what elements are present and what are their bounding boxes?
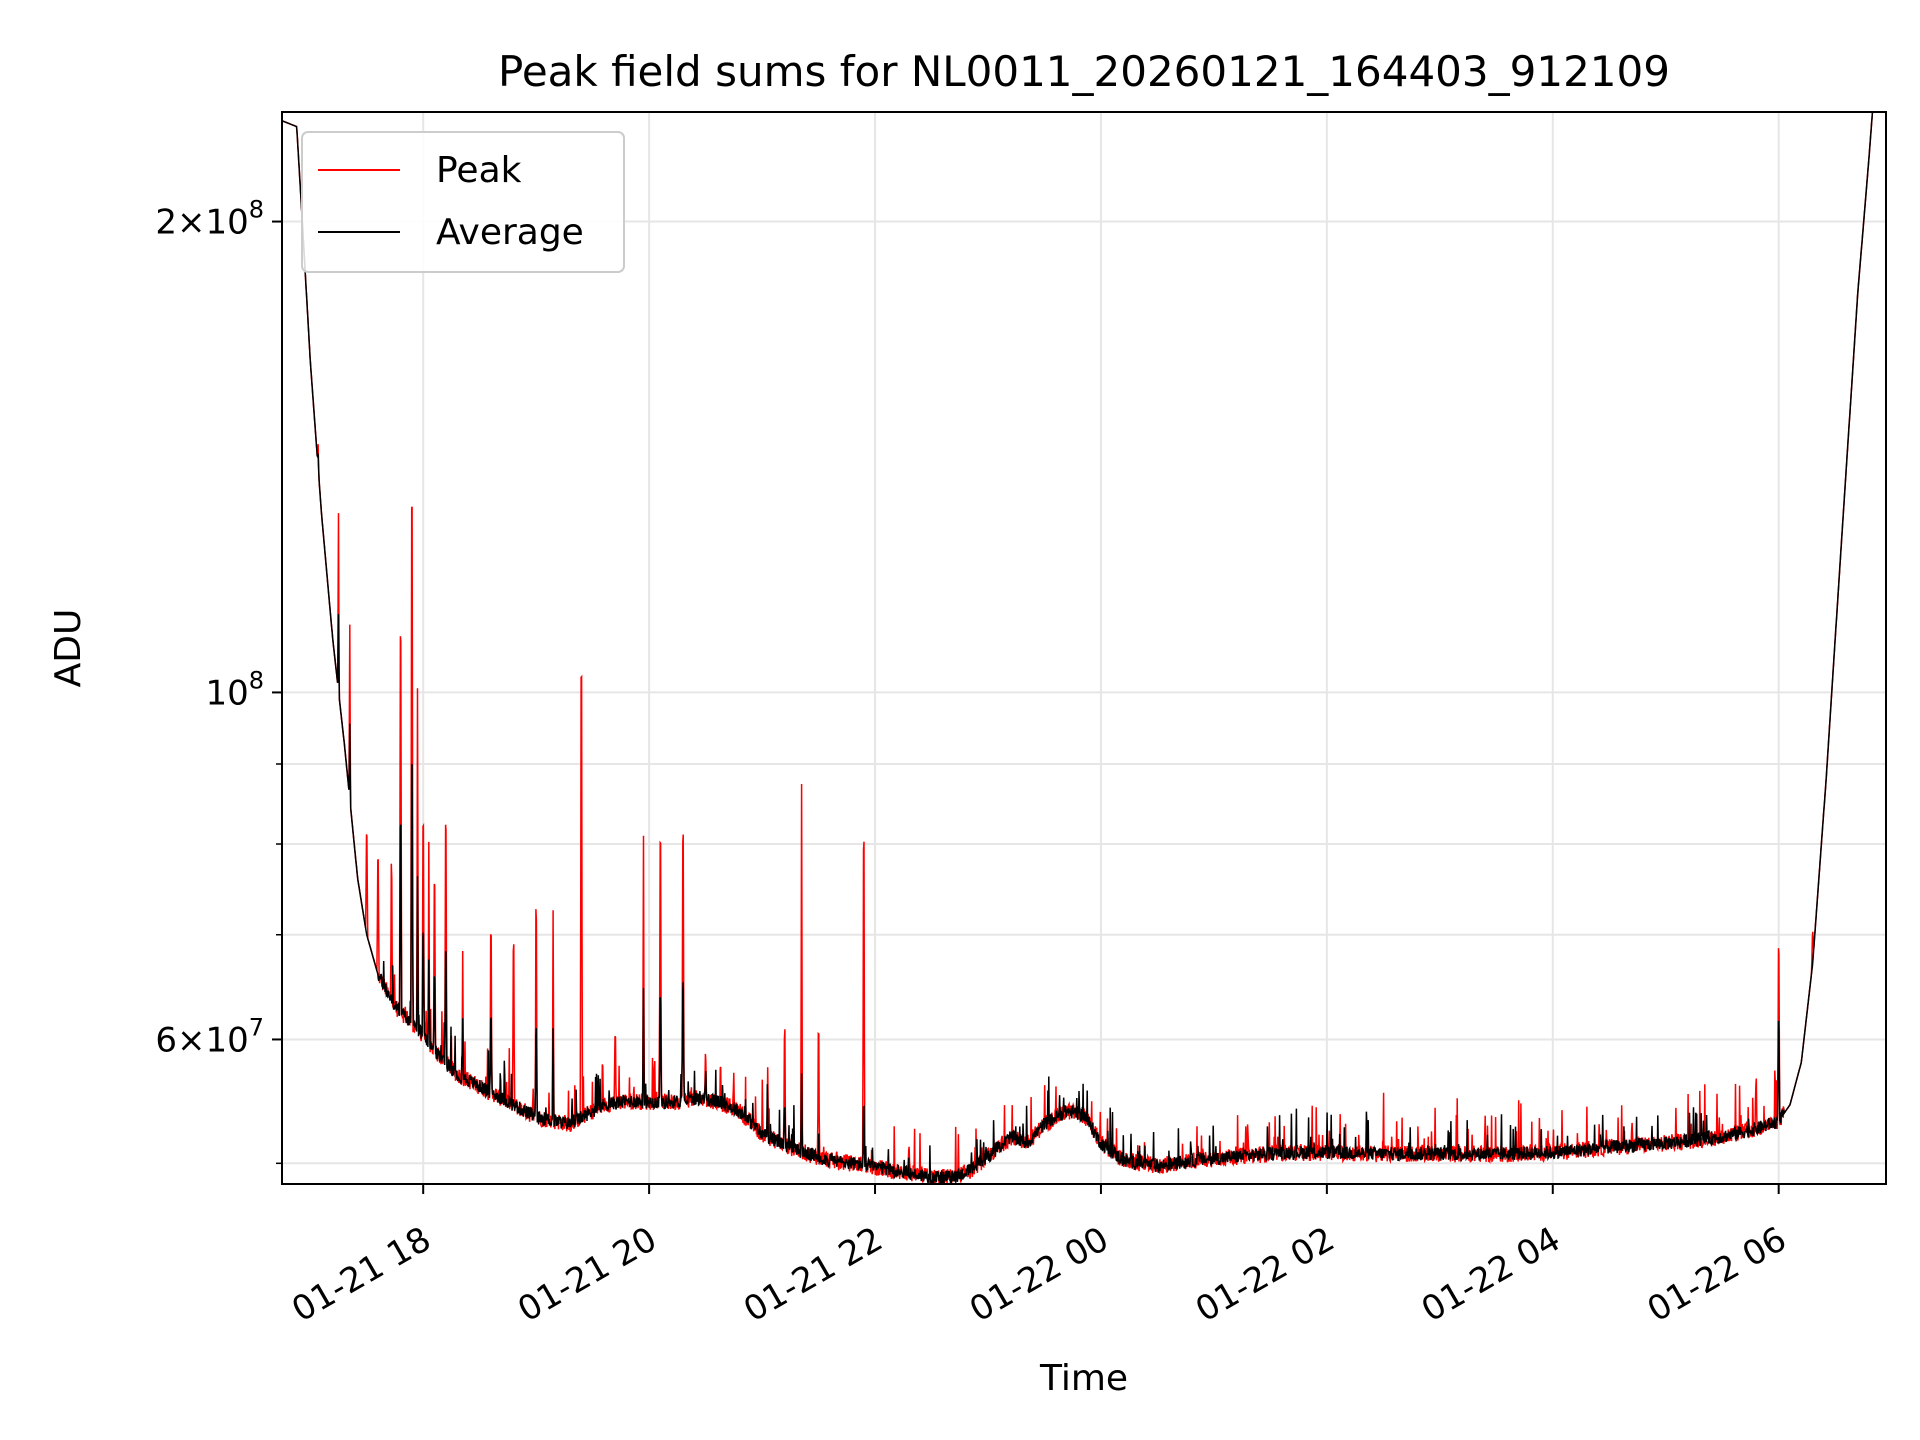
plot-frame — [281, 111, 1887, 1185]
legend-peak-label: Peak — [436, 150, 522, 191]
legend-average-label: Average — [436, 212, 584, 253]
series-layer — [282, 112, 1874, 1184]
legend: Peak Average — [301, 131, 625, 273]
grid — [282, 112, 1886, 1184]
x-axis-label: Time — [1039, 1358, 1128, 1399]
y-axis-label: ADU — [48, 609, 89, 688]
legend-box — [301, 131, 625, 273]
y-tick-label: 6×107 — [155, 1013, 264, 1060]
chart-title: Peak field sums for NL0011_20260121_1644… — [498, 47, 1670, 96]
average-series-line — [282, 112, 1874, 1184]
y-tick-label: 2×108 — [155, 196, 264, 243]
y-tick-label: 108 — [205, 666, 264, 713]
